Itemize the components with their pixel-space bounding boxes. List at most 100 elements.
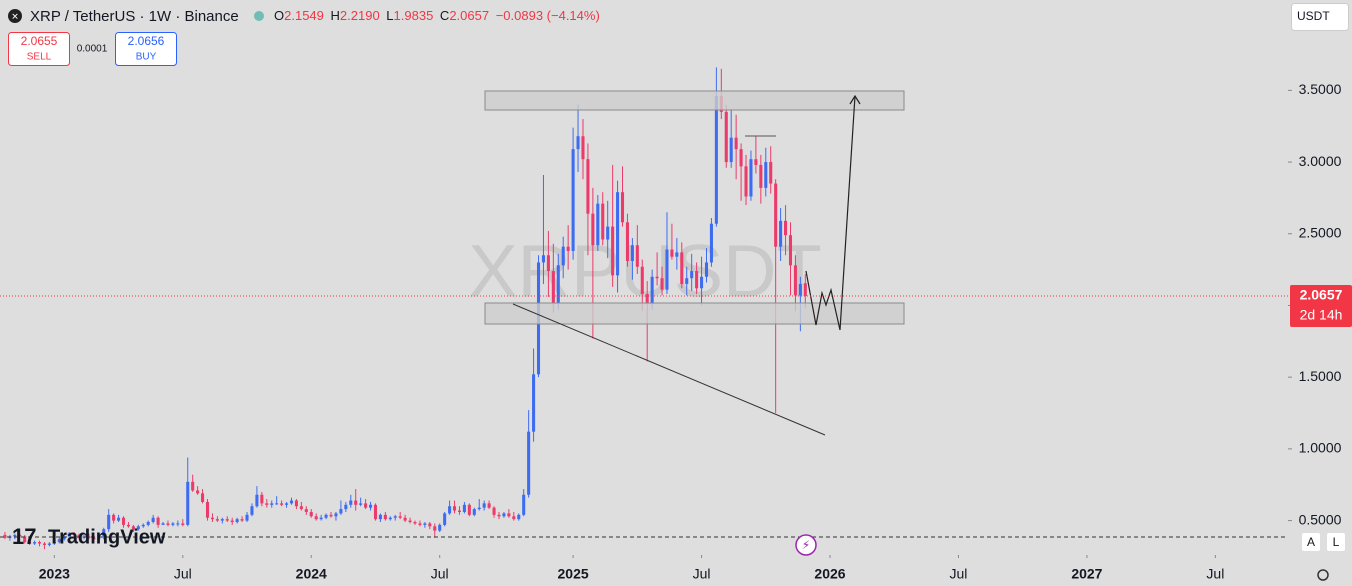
candle-body (645, 293, 649, 305)
candle-body (472, 509, 476, 515)
candle-body (304, 509, 308, 512)
candle-body (532, 374, 536, 432)
candle-body (650, 276, 654, 305)
candle-body (630, 245, 634, 262)
candle-body (349, 500, 353, 505)
candle-body (443, 513, 447, 525)
ohlc-value: 2.1549 (284, 8, 324, 23)
candle-body (709, 223, 713, 263)
candle-body (660, 278, 664, 290)
candle-body (487, 503, 491, 508)
candle-body (779, 220, 783, 247)
candle-body (640, 266, 644, 294)
x-tick-label: 2027 (1071, 566, 1102, 582)
scale-button-label: L (1333, 535, 1340, 549)
candle-body (181, 523, 185, 525)
candle-body (551, 271, 555, 303)
candle-body (275, 503, 279, 505)
candle-body (502, 513, 506, 517)
candle-body (517, 514, 521, 520)
candle-body (695, 271, 699, 289)
y-tick-label: 1.0000 (1299, 440, 1342, 456)
currency-selector[interactable] (1291, 3, 1349, 31)
candle-body (788, 235, 793, 266)
candle-body (561, 246, 565, 266)
candle-body (497, 514, 501, 517)
candle-body (47, 543, 51, 545)
candle-body (798, 283, 802, 296)
candle-body (423, 523, 427, 525)
ohlc-label: H (331, 8, 340, 23)
candle-body (448, 506, 452, 514)
buy-price: 2.0656 (128, 34, 165, 48)
candle-body (42, 543, 46, 545)
candle-body (205, 501, 210, 518)
candle-body (250, 506, 254, 515)
candle-body (457, 510, 462, 512)
candle-body (18, 534, 22, 537)
scale-button[interactable] (1302, 533, 1320, 551)
candle-body (324, 514, 328, 518)
candle-body (744, 166, 748, 197)
candle-body (33, 542, 37, 544)
candle-body (82, 536, 86, 538)
candle-body (571, 149, 575, 251)
scale-button[interactable] (1327, 533, 1345, 551)
candle-body (77, 534, 81, 538)
candle-body (72, 533, 76, 535)
trend-line (512, 303, 826, 436)
status-dot (254, 11, 264, 21)
sell-label: SELL (27, 52, 52, 63)
candle-body (62, 536, 66, 540)
candle-body (373, 504, 378, 520)
candle-body (334, 513, 338, 517)
sell-button[interactable] (8, 32, 70, 66)
event-marker[interactable] (795, 534, 817, 556)
candle-body (438, 524, 442, 531)
candle-body (255, 494, 259, 507)
ohlc-label: O (274, 8, 284, 23)
candle-body (3, 534, 7, 538)
candle-body (364, 503, 368, 508)
candle-body (482, 503, 486, 508)
candle-body (774, 183, 778, 247)
candle-body (285, 503, 289, 505)
candle-body (462, 504, 466, 512)
candle-body (245, 514, 249, 521)
symbol-icon-glyph: ✕ (11, 11, 19, 21)
candle-body (413, 522, 417, 524)
x-tick-label: 2024 (296, 566, 327, 582)
candle-body (754, 159, 758, 165)
candle-body (541, 255, 545, 263)
candle-body (492, 507, 496, 515)
candle-body (616, 192, 620, 276)
candle-body (739, 149, 743, 167)
candle-body (586, 159, 590, 214)
candle-body (665, 249, 669, 290)
candle-body (131, 526, 135, 530)
candle-body (161, 523, 165, 525)
candle-body (566, 246, 570, 251)
candle-body (117, 517, 121, 521)
candle-body (319, 517, 323, 520)
watermark: XRPUSDT (468, 230, 822, 313)
candle-body (428, 523, 432, 527)
candle-body (28, 542, 32, 544)
buy-button[interactable] (115, 32, 177, 66)
candle-body (606, 226, 610, 240)
candle-body (803, 283, 807, 297)
candle-body (354, 500, 358, 505)
candle-body (759, 164, 763, 188)
support-zone (484, 302, 905, 325)
buy-label: BUY (136, 52, 157, 63)
event-icon: ⚡ (802, 538, 810, 552)
settings-icon[interactable] (1317, 569, 1329, 581)
candle-body (512, 516, 516, 520)
candle-body (393, 516, 397, 518)
candle-body (270, 503, 274, 505)
candle-body (260, 494, 264, 504)
candle-body (141, 524, 145, 527)
candle-body (793, 265, 797, 296)
change: −0.0893 (−4.14%) (496, 8, 600, 23)
candle-body (670, 249, 674, 257)
